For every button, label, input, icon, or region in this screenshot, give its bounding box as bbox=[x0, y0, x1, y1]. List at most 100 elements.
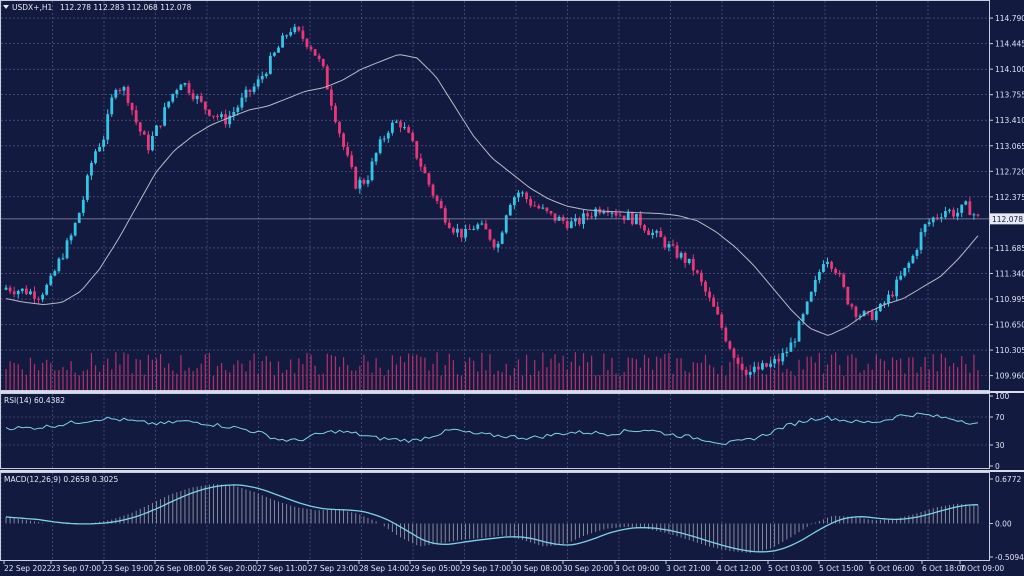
bull-candle bbox=[175, 90, 179, 94]
bear-candle bbox=[305, 38, 309, 47]
bear-candle bbox=[309, 46, 313, 50]
bear-candle bbox=[675, 245, 679, 258]
bear-candle bbox=[407, 127, 411, 133]
bull-candle bbox=[16, 290, 20, 295]
bear-candle bbox=[545, 207, 549, 212]
bear-candle bbox=[142, 131, 146, 135]
time-axis: 22 Sep 2022 23 Sep 07:00 23 Sep 19:00 26 Se… bbox=[3, 561, 1004, 573]
bull-candle bbox=[240, 97, 244, 108]
bull-candle bbox=[813, 279, 817, 292]
time-tick-label: 6 Oct 06:00 bbox=[870, 564, 914, 573]
bear-candle bbox=[838, 273, 842, 275]
bull-candle bbox=[94, 151, 97, 163]
bear-candle bbox=[329, 89, 333, 106]
bull-candle bbox=[655, 230, 659, 233]
bull-candle bbox=[163, 107, 167, 126]
bear-candle bbox=[704, 281, 707, 292]
time-tick-label: 7 Oct 09:00 bbox=[960, 564, 1004, 573]
bull-candle bbox=[667, 244, 671, 248]
price-tick-label: 110.995 bbox=[995, 295, 1024, 304]
bear-candle bbox=[419, 158, 423, 167]
bear-candle bbox=[248, 89, 252, 92]
bear-candle bbox=[451, 228, 455, 233]
moving-average-line bbox=[5, 54, 979, 336]
bear-candle bbox=[126, 87, 130, 103]
bull-candle bbox=[939, 217, 943, 219]
bull-candle bbox=[228, 115, 232, 125]
bear-candle bbox=[565, 221, 569, 229]
bull-candle bbox=[960, 204, 964, 213]
dropdown-arrow-icon[interactable] bbox=[3, 5, 9, 9]
bear-candle bbox=[439, 200, 443, 209]
bull-candle bbox=[512, 197, 516, 206]
bear-candle bbox=[24, 288, 28, 295]
bull-candle bbox=[569, 221, 573, 229]
bull-candle bbox=[256, 79, 260, 87]
bear-candle bbox=[777, 359, 781, 362]
rsi-axis: 100 70 30 0 bbox=[989, 392, 1010, 471]
bull-candle bbox=[232, 111, 236, 116]
main-pane-border bbox=[0, 0, 990, 391]
bull-candle bbox=[281, 35, 284, 48]
bear-candle bbox=[362, 179, 366, 184]
price-tick-label: 112.375 bbox=[995, 193, 1024, 202]
macd-tick-label: 0.00 bbox=[995, 520, 1012, 529]
bull-candle bbox=[504, 215, 508, 233]
bull-candle bbox=[476, 224, 480, 229]
bull-candle bbox=[366, 180, 370, 184]
bull-candle bbox=[805, 301, 809, 315]
price-tick-label: 112.720 bbox=[995, 167, 1024, 176]
bear-candle bbox=[724, 327, 728, 342]
bull-candle bbox=[183, 83, 187, 85]
price-tick-label: 111.685 bbox=[995, 244, 1024, 253]
bull-candle bbox=[167, 101, 171, 108]
bull-candle bbox=[761, 363, 764, 370]
bull-candle bbox=[793, 341, 797, 343]
macd-pane bbox=[5, 484, 979, 554]
bear-candle bbox=[8, 287, 12, 292]
rsi-grid bbox=[0, 394, 989, 468]
bull-candle bbox=[923, 224, 927, 233]
bull-candle bbox=[285, 35, 289, 37]
bear-candle bbox=[138, 122, 142, 132]
bear-candle bbox=[647, 230, 650, 236]
bull-candle bbox=[610, 212, 614, 214]
time-tick-label: 26 Sep 08:00 bbox=[155, 564, 205, 573]
bull-candle bbox=[370, 161, 374, 181]
bull-candle bbox=[797, 321, 801, 342]
bear-candle bbox=[338, 122, 341, 134]
bear-candle bbox=[334, 105, 337, 123]
bull-candle bbox=[817, 271, 821, 280]
bear-candle bbox=[415, 141, 419, 159]
price-tick-label: 109.960 bbox=[995, 372, 1024, 381]
bear-candle bbox=[854, 306, 858, 317]
bear-candle bbox=[708, 291, 711, 298]
bear-candle bbox=[590, 216, 594, 218]
bull-candle bbox=[748, 372, 752, 375]
bear-candle bbox=[700, 272, 703, 282]
bull-candle bbox=[785, 351, 789, 354]
bear-candle bbox=[553, 213, 557, 221]
bear-candle bbox=[207, 109, 211, 116]
bear-candle bbox=[525, 192, 528, 200]
bear-candle bbox=[159, 125, 162, 127]
candles bbox=[4, 23, 980, 379]
bear-candle bbox=[537, 205, 541, 209]
bear-candle bbox=[492, 239, 496, 248]
bull-candle bbox=[102, 139, 106, 147]
price-tick-label: 114.445 bbox=[995, 40, 1024, 49]
bear-candle bbox=[618, 215, 622, 217]
bull-candle bbox=[264, 73, 268, 77]
bull-candle bbox=[244, 89, 248, 98]
bear-candle bbox=[317, 55, 321, 60]
bull-candle bbox=[77, 212, 81, 223]
bear-candle bbox=[321, 59, 325, 67]
bull-candle bbox=[887, 294, 890, 304]
ohlc-readout: 112.278 112.283 112.068 112.078 bbox=[60, 3, 191, 12]
bear-candle bbox=[830, 261, 833, 269]
bear-candle bbox=[952, 209, 955, 217]
bull-candle bbox=[651, 232, 655, 236]
bull-candle bbox=[956, 212, 960, 217]
bull-candle bbox=[114, 89, 118, 98]
